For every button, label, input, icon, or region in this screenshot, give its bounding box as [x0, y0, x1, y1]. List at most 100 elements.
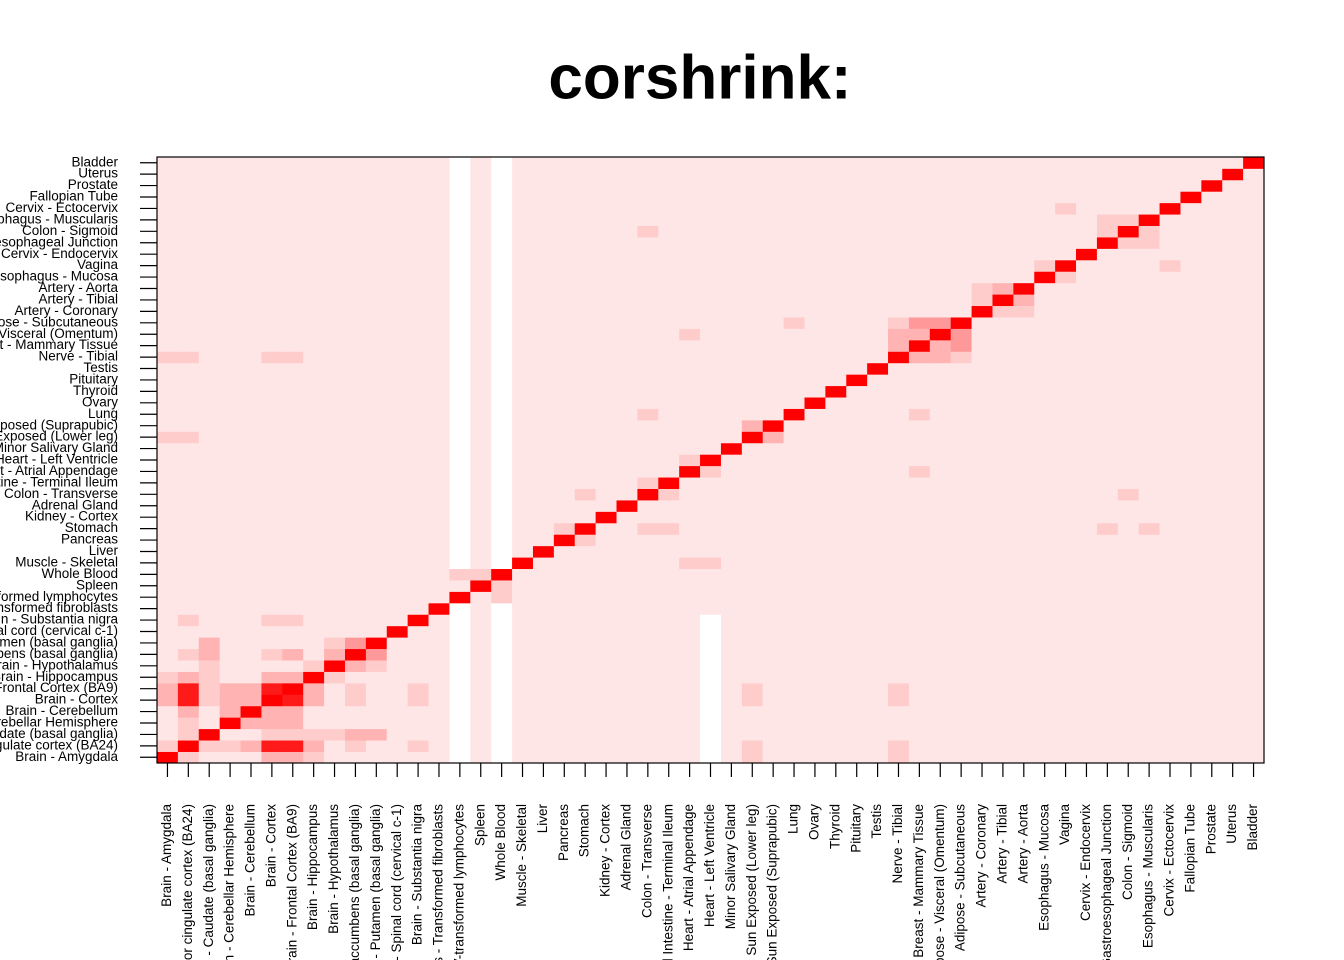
- heatmap-cell: [637, 271, 659, 284]
- heatmap-cell: [1076, 488, 1098, 501]
- heatmap-cell: [1159, 705, 1181, 718]
- heatmap-cell: [303, 477, 325, 489]
- heatmap-cell: [553, 751, 576, 764]
- heatmap-cell: [825, 591, 847, 604]
- heatmap-cell: [219, 602, 241, 615]
- heatmap-cell: [929, 339, 952, 352]
- heatmap-cell: [470, 214, 492, 227]
- heatmap-cell: [825, 488, 847, 501]
- heatmap-cell: [324, 717, 346, 730]
- heatmap-cell: [1180, 408, 1202, 421]
- heatmap-cell: [741, 168, 764, 181]
- heatmap-cell: [658, 282, 680, 295]
- heatmap-cell: [783, 545, 805, 558]
- heatmap-cell: [449, 397, 471, 409]
- heatmap-cell: [720, 259, 743, 272]
- heatmap-cell: [324, 728, 346, 741]
- heatmap-cell: [198, 339, 221, 352]
- heatmap-cell: [365, 419, 388, 432]
- heatmap-cell: [1180, 214, 1202, 227]
- heatmap-cell: [762, 385, 785, 398]
- heatmap-cell: [198, 397, 221, 409]
- heatmap-cell: [303, 305, 325, 318]
- heatmap-cell: [1055, 157, 1077, 169]
- heatmap-cell: [1138, 511, 1160, 524]
- heatmap-cell: [177, 202, 200, 215]
- heatmap-cell: [553, 660, 576, 672]
- heatmap-cell: [616, 454, 638, 467]
- heatmap-cell: [574, 751, 597, 764]
- heatmap-cell: [240, 591, 262, 604]
- heatmap-cell: [741, 580, 764, 592]
- heatmap-cell: [470, 294, 492, 307]
- heatmap-cell: [846, 614, 868, 627]
- heatmap-cell: [1076, 157, 1098, 169]
- heatmap-cell: [282, 717, 304, 730]
- heatmap-cell: [1201, 682, 1223, 695]
- heatmap-cell: [846, 237, 868, 249]
- heatmap-cell: [324, 591, 346, 604]
- heatmap-cell: [303, 397, 325, 409]
- y-tick-label: Esophagus - Muscularis: [0, 211, 118, 226]
- heatmap-cell: [553, 648, 576, 661]
- heatmap-cell: [658, 225, 680, 238]
- heatmap-cell: [157, 717, 179, 730]
- heatmap-cell: [261, 454, 283, 467]
- heatmap-cell: [532, 408, 555, 421]
- heatmap-cell: [783, 374, 805, 387]
- heatmap-cell: [449, 625, 471, 638]
- heatmap-cell: [616, 385, 638, 398]
- heatmap-cell: [282, 488, 304, 501]
- heatmap-cell: [553, 385, 576, 398]
- heatmap-cell: [929, 660, 952, 672]
- heatmap-cell: [512, 202, 534, 215]
- heatmap-cell: [303, 454, 325, 467]
- heatmap-cell: [846, 431, 868, 444]
- heatmap-cell: [992, 454, 1014, 467]
- heatmap-cell: [616, 728, 638, 741]
- heatmap-cell: [553, 305, 576, 318]
- heatmap-cell: [846, 408, 868, 421]
- heatmap-cell: [240, 339, 262, 352]
- y-tick-label: Brain - Nucleus accumbens (basal ganglia…: [0, 646, 118, 661]
- heatmap-cell: [658, 397, 680, 409]
- heatmap-cell: [407, 419, 429, 432]
- heatmap-cell: [512, 728, 534, 741]
- heatmap-cell: [261, 557, 283, 570]
- heatmap-cell: [929, 214, 952, 227]
- heatmap-cell: [783, 522, 805, 535]
- heatmap-cell: [407, 671, 429, 684]
- heatmap-cell: [1201, 705, 1223, 718]
- heatmap-cell: [1055, 328, 1077, 341]
- heatmap-cell: [804, 705, 826, 718]
- heatmap-cell: [532, 191, 555, 204]
- heatmap-cell: [1013, 728, 1035, 741]
- heatmap-cell: [449, 751, 471, 764]
- heatmap-cell: [449, 522, 471, 535]
- heatmap-cell: [365, 557, 388, 570]
- y-tick-label: Brain - Putamen (basal ganglia): [0, 635, 118, 650]
- heatmap-cell: [616, 637, 638, 650]
- heatmap-cell: [157, 500, 179, 512]
- heatmap-cell: [386, 500, 409, 512]
- heatmap-cell: [1013, 328, 1035, 341]
- heatmap-cell: [532, 591, 555, 604]
- heatmap-cell: [491, 740, 513, 752]
- heatmap-cell: [282, 282, 304, 295]
- heatmap-cell: [595, 625, 617, 638]
- heatmap-cell: [157, 602, 179, 615]
- heatmap-cell: [324, 385, 346, 398]
- heatmap-cell: [825, 225, 847, 238]
- heatmap-cell: [804, 202, 826, 215]
- heatmap-cell: [449, 614, 471, 627]
- heatmap-cell: [929, 271, 952, 284]
- heatmap-cell: [386, 237, 409, 249]
- heatmap-cell: [1138, 568, 1160, 581]
- heatmap-cell: [1138, 602, 1160, 615]
- heatmap-cell: [595, 157, 617, 169]
- x-tick-label: Vagina: [1057, 804, 1072, 846]
- heatmap-cell: [679, 648, 701, 661]
- heatmap-cell: [512, 591, 534, 604]
- heatmap-cell: [1138, 637, 1160, 650]
- heatmap-cell: [553, 477, 576, 489]
